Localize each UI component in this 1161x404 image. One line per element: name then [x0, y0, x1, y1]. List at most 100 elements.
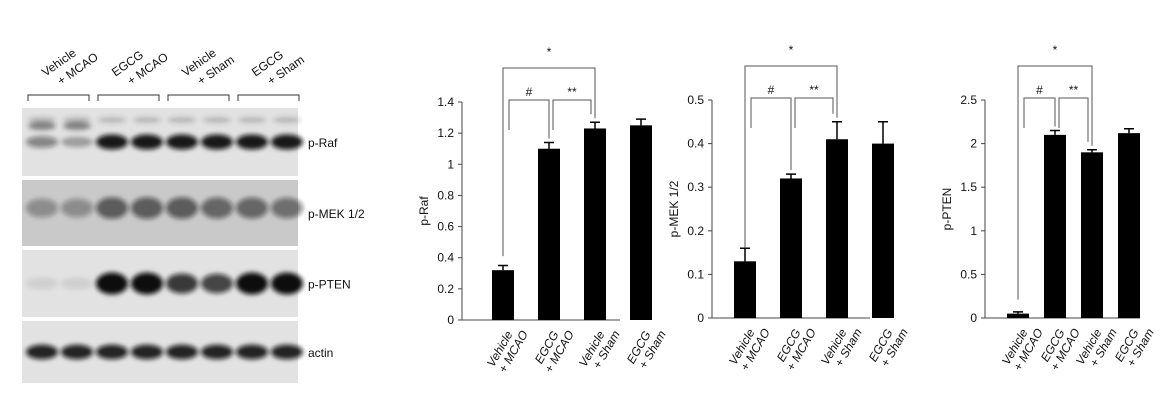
blot-row-label: p-PTEN: [308, 278, 351, 292]
x-tick-label: Vehicle+ Sham: [576, 322, 623, 376]
blot-band: [166, 197, 198, 219]
sig-label: *: [547, 45, 552, 59]
sig-bracket: [508, 99, 550, 139]
blot-band: [131, 197, 163, 219]
x-tick-label: EGCG+ MCAO: [772, 320, 819, 374]
error-bar: [1124, 128, 1134, 134]
sig-bracket: [502, 67, 596, 257]
bar: [538, 148, 560, 320]
x-tick-label: Vehicle+ Sham: [818, 320, 865, 374]
blot-band: [131, 272, 163, 295]
sig-label: *: [1053, 43, 1058, 57]
blot-band: [271, 272, 303, 295]
bar: [1007, 313, 1029, 318]
group-bracket: [237, 94, 300, 101]
y-axis-label: p-MEK 1/2: [667, 180, 681, 237]
error-bar: [878, 121, 888, 144]
x-tick-label: EGCG+ Sham: [1112, 320, 1157, 371]
blot-band: [96, 197, 128, 219]
sig-label: **: [1069, 83, 1079, 97]
x-tick-label: EGCG+ Sham: [624, 322, 669, 373]
y-tick-label: 1.4: [437, 95, 454, 109]
blot-band: [236, 197, 268, 219]
blot-band: [26, 198, 58, 218]
bar: [1044, 134, 1066, 318]
error-bar: [832, 121, 842, 140]
bar: [1118, 133, 1140, 318]
blot-row-label: p-Raf: [308, 136, 338, 150]
blot-band: [166, 273, 198, 294]
y-tick-label: 0.2: [687, 224, 704, 238]
blot-band: [271, 134, 303, 150]
blot-band: [236, 344, 268, 360]
error-bar: [1087, 148, 1097, 153]
y-tick-label: 0.4: [687, 137, 704, 151]
blot-band: [26, 277, 58, 290]
y-tick-label: 0.8: [437, 188, 454, 202]
x-tick-label: EGCG+ Sham: [866, 320, 911, 371]
x-tick-label: EGCG+ MCAO: [530, 322, 577, 376]
error-bar: [636, 118, 646, 126]
sig-label: **: [809, 83, 819, 97]
x-tick-label: Vehicle+ MCAO: [484, 322, 531, 376]
y-tick-label: 0.1: [687, 267, 704, 281]
sig-bracket: [750, 97, 792, 171]
blot-bands: [26, 197, 303, 219]
y-tick-label: 0.5: [960, 267, 977, 281]
blot-bands: [26, 272, 303, 295]
group-bracket: [167, 94, 230, 101]
sig-bracket: [744, 65, 838, 248]
blot-band: [201, 273, 233, 294]
group-label: Vehicle+ MCAO: [39, 37, 101, 93]
y-tick-label: 1.5: [960, 180, 977, 194]
blot-band: [238, 117, 266, 123]
blot-band: [61, 198, 93, 218]
blot-row-label: actin: [308, 346, 333, 360]
y-tick-label: 2: [970, 137, 977, 151]
blot-band: [273, 117, 301, 123]
blot-band: [28, 117, 56, 123]
sig-label: **: [567, 85, 577, 99]
blot-band: [236, 272, 268, 295]
blot-band: [133, 117, 161, 123]
blot-band: [61, 344, 93, 360]
bar: [780, 178, 802, 318]
blot-band: [271, 344, 303, 360]
sig-label: #: [1036, 83, 1043, 97]
bar: [1081, 152, 1103, 318]
sig-label: #: [526, 85, 533, 99]
sig-label: *: [789, 43, 794, 57]
error-bar: [544, 141, 554, 149]
group-label: Vehicle+ Sham: [179, 39, 237, 92]
y-tick-label: 0: [697, 311, 704, 325]
group-label: EGCG+ Sham: [249, 39, 307, 92]
y-tick-label: 0.4: [437, 251, 454, 265]
y-tick-label: 1.2: [437, 126, 454, 140]
y-tick-label: 0.6: [437, 220, 454, 234]
error-bar: [1013, 311, 1023, 314]
y-tick-label: 1: [970, 224, 977, 238]
blot-band: [63, 122, 91, 130]
x-tick-label: Vehicle+ Sham: [1073, 320, 1120, 374]
sig-label: #: [768, 83, 775, 97]
x-tick-label: Vehicle+ MCAO: [999, 320, 1046, 374]
bar: [826, 139, 848, 318]
sig-bracket: [1058, 97, 1089, 142]
y-tick-label: 0: [970, 311, 977, 325]
y-tick-label: 0.5: [687, 93, 704, 107]
x-tick-label: Vehicle+ MCAO: [726, 320, 773, 374]
y-tick-label: 1: [447, 157, 454, 171]
group-label: EGCG+ MCAO: [109, 37, 171, 93]
bar: [492, 270, 514, 320]
blot-band: [61, 136, 93, 148]
y-tick-label: 2.5: [960, 93, 977, 107]
group-bracket: [27, 94, 90, 101]
y-tick-label: 0.3: [687, 180, 704, 194]
blot-band: [61, 277, 93, 290]
bar: [630, 125, 652, 320]
blot-band: [63, 117, 91, 123]
blot-band: [131, 344, 163, 360]
sig-bracket: [1023, 97, 1056, 128]
bar: [872, 143, 894, 318]
